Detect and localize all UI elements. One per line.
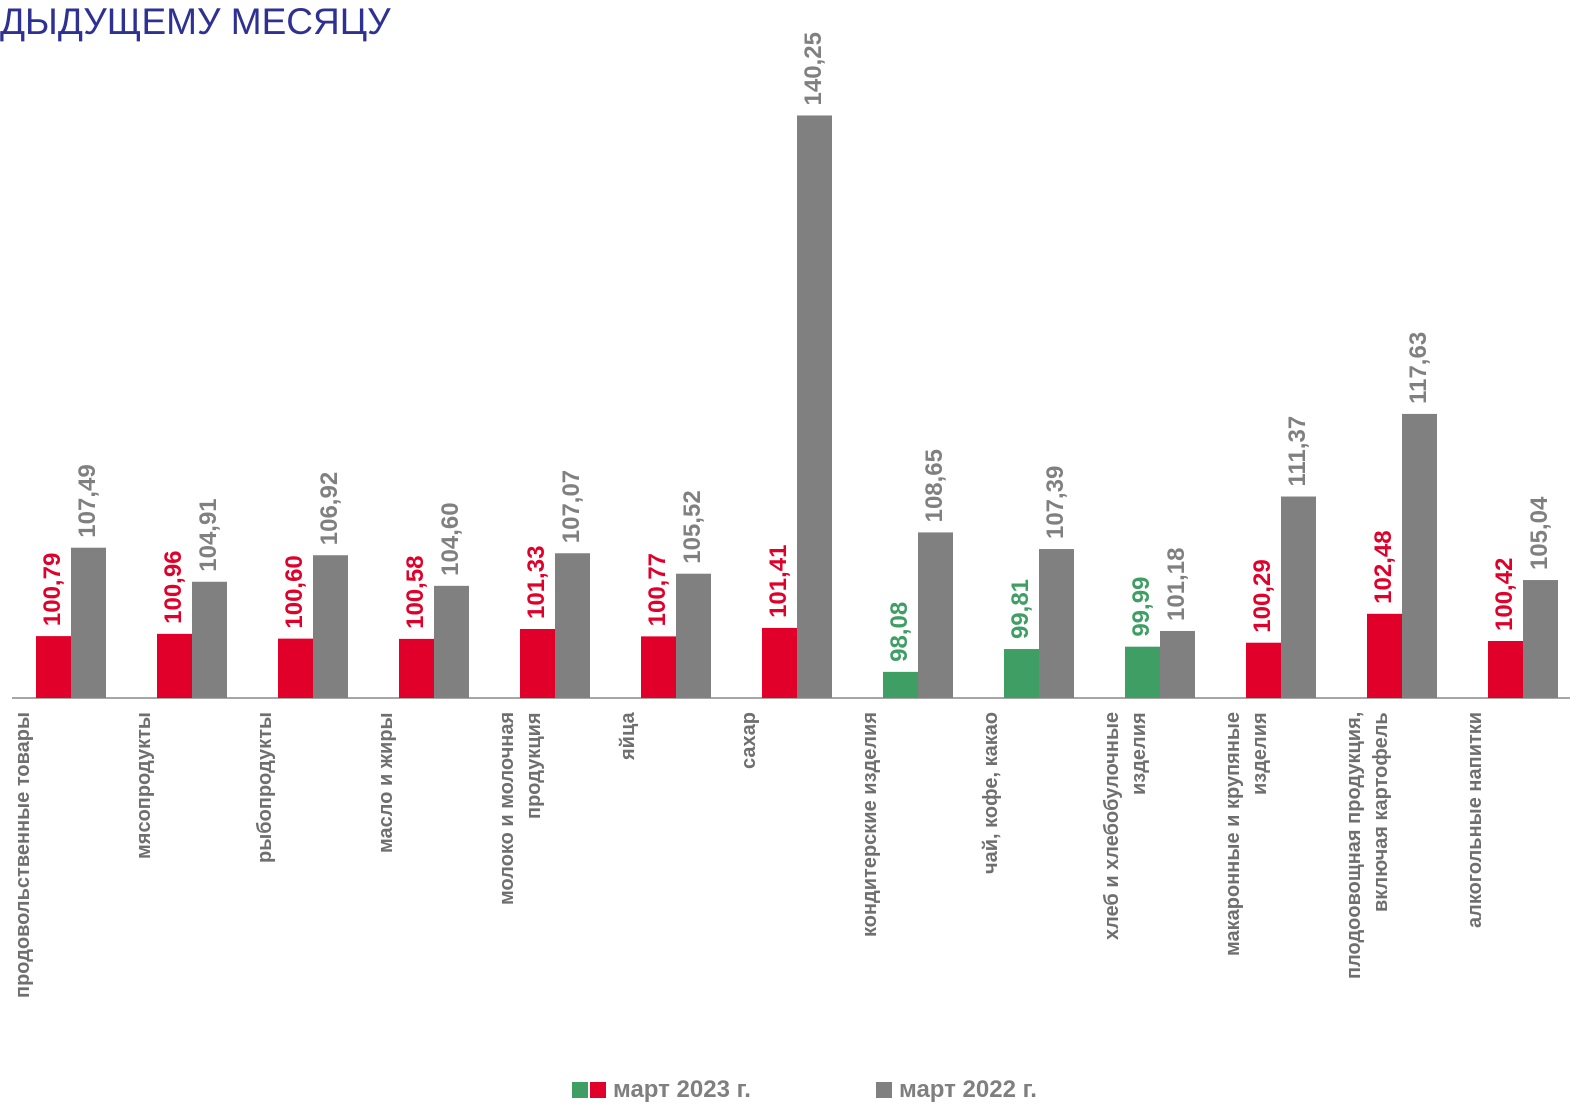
- legend-swatch: [572, 1082, 588, 1098]
- x-tick-label: кондитерские изделия: [859, 712, 881, 937]
- bar: [399, 638, 434, 698]
- value-label: 105,52: [679, 490, 706, 563]
- bar: [157, 633, 192, 698]
- chart-title: ДЫДУЩЕМУ МЕСЯЦУ: [0, 1, 391, 42]
- bar: [1004, 649, 1039, 698]
- value-label: 140,25: [800, 32, 827, 105]
- value-label: 104,91: [195, 498, 222, 571]
- value-label: 111,37: [1284, 416, 1311, 487]
- value-label: 108,65: [921, 449, 948, 522]
- x-tick-label: алкогольные напитки: [1464, 712, 1486, 929]
- bar: [1246, 642, 1281, 698]
- bar: [918, 532, 953, 698]
- value-label: 107,07: [558, 470, 585, 543]
- legend-item: март 2023 г.: [572, 1076, 751, 1104]
- value-label: 117,63: [1405, 332, 1432, 404]
- x-tick-label: масло и жиры: [375, 712, 397, 853]
- bar: [1523, 580, 1558, 698]
- x-tick-label: молоко и молочная продукция: [496, 712, 545, 906]
- value-label: 98,08: [886, 602, 913, 662]
- bar: [1281, 496, 1316, 698]
- x-tick-label: сахар: [738, 712, 760, 769]
- legend-label: март 2022 г.: [899, 1076, 1037, 1103]
- bar: [555, 553, 590, 698]
- x-tick-label: мясопродукты: [133, 712, 155, 860]
- value-label: 100,42: [1491, 558, 1518, 631]
- bar: [36, 636, 71, 698]
- value-label: 105,04: [1526, 496, 1553, 570]
- bar: [1039, 549, 1074, 698]
- bar: [520, 628, 555, 698]
- value-label: 100,77: [644, 553, 671, 626]
- x-tick-label: рыбопродукты: [254, 712, 276, 864]
- x-tick-label: продовольственные товары: [12, 712, 34, 999]
- value-label: 100,29: [1249, 559, 1276, 632]
- bar: [1160, 630, 1195, 698]
- x-tick-label: плодоовощная продукция, включая картофел…: [1343, 712, 1392, 980]
- value-label: 101,41: [765, 545, 792, 618]
- value-label: 107,49: [74, 464, 101, 537]
- bar: [676, 573, 711, 698]
- bar: [192, 581, 227, 698]
- value-label: 106,92: [316, 472, 343, 545]
- bar: [641, 636, 676, 698]
- bar: [1402, 413, 1437, 698]
- legend-swatch: [590, 1082, 606, 1098]
- value-label: 99,81: [1007, 579, 1034, 639]
- bar: [1367, 613, 1402, 698]
- bar: [71, 547, 106, 698]
- bar: [278, 638, 313, 698]
- value-label: 100,96: [160, 550, 187, 623]
- bar: [313, 555, 348, 698]
- value-label: 101,18: [1163, 548, 1190, 621]
- x-tick-label: чай, кофе, какао: [980, 712, 1002, 875]
- bar: [1488, 640, 1523, 698]
- legend-item: март 2022 г.: [876, 1076, 1037, 1104]
- legend-label: март 2023 г.: [613, 1076, 751, 1103]
- legend-swatch: [876, 1082, 892, 1098]
- value-label: 100,79: [39, 553, 66, 626]
- x-tick-label: макаронные и крупяные изделия: [1222, 712, 1271, 957]
- bar: [883, 671, 918, 698]
- bar: [1125, 646, 1160, 698]
- bar: [762, 627, 797, 698]
- value-label: 100,60: [281, 555, 308, 628]
- value-label: 102,48: [1370, 530, 1397, 603]
- value-label: 100,58: [402, 555, 429, 628]
- value-label: 104,60: [437, 502, 464, 575]
- bar: [797, 115, 832, 699]
- value-label: 101,33: [523, 546, 550, 619]
- x-tick-label: яйца: [617, 712, 639, 760]
- x-tick-label: хлеб и хлебобулочные изделия: [1101, 712, 1150, 941]
- bar: [434, 585, 469, 698]
- value-label: 107,39: [1042, 466, 1069, 539]
- value-label: 99,99: [1128, 577, 1155, 637]
